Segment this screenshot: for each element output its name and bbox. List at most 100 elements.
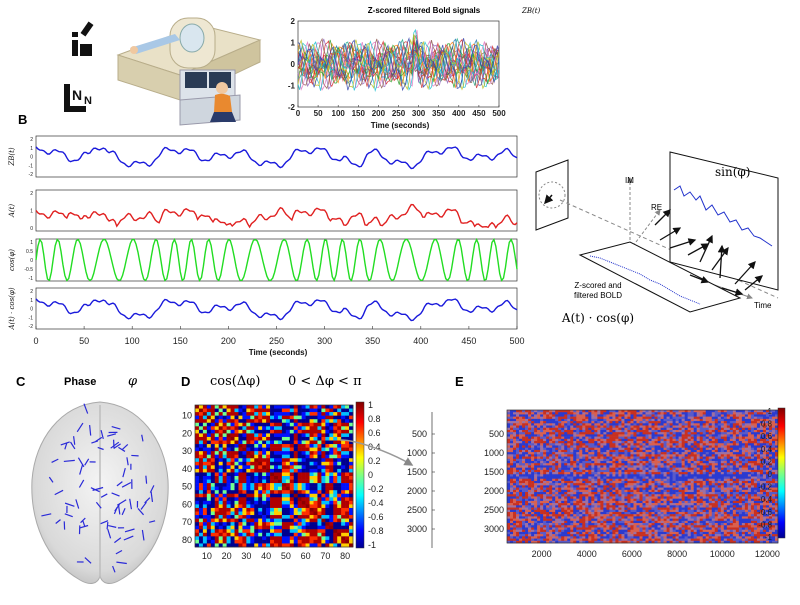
panel-e-xtick: 8000 <box>667 549 687 559</box>
panel-d-matrix <box>195 405 353 547</box>
svg-text:N: N <box>84 95 92 107</box>
panel-b-ylabel: cos(φ) <box>8 249 16 271</box>
panel-e-cbar-tick: 0 <box>768 470 773 479</box>
panel-d-cbar-tick: 0.2 <box>368 456 381 466</box>
panel-e-cbar-tick: 1 <box>768 407 773 416</box>
panel-b-xtick: 450 <box>461 336 476 346</box>
panel-d-cbar-tick: -0.6 <box>368 512 384 522</box>
panel-b-ytick: 1 <box>30 298 33 304</box>
product-label: A(t) · cos(φ) <box>561 311 634 325</box>
panel-d-xtick: 80 <box>340 551 350 561</box>
stack-tick: 2500 <box>407 505 427 515</box>
panel-c-letter: C <box>16 374 26 389</box>
helix-diagram: IM RE sin(φ) Z-scored and filtered BOLD … <box>536 152 778 325</box>
panel-b-xtick: 200 <box>221 336 236 346</box>
panel-d-cbar-tick: 0.6 <box>368 428 381 438</box>
brain-illustration <box>32 402 168 583</box>
phase-symbol: φ <box>128 374 138 389</box>
panel-b-ytick: 0 <box>30 258 33 264</box>
panel-e-ytick: 3000 <box>484 524 504 534</box>
panel-b-xtick: 400 <box>413 336 428 346</box>
panel-e-letter: E <box>455 374 464 389</box>
panel-b-ytick: 2 <box>30 191 33 197</box>
stack-tick: 3000 <box>407 524 427 534</box>
panel-b-ytick: 0 <box>30 307 33 313</box>
panel-b-xtick: 350 <box>365 336 380 346</box>
panel-a-xtick: 50 <box>314 109 323 118</box>
panel-d-colorbar <box>356 402 364 548</box>
panel-b-xtick: 0 <box>33 336 38 346</box>
panel-e-cbar-tick: -0.2 <box>758 483 772 492</box>
panel-a-ytick: 0 <box>291 60 296 69</box>
panel-b-ytick: 2 <box>30 289 33 295</box>
panel-a-xtick: 200 <box>372 109 386 118</box>
panel-b-row-frame <box>36 190 517 231</box>
panel-b-ytick: -0.5 <box>24 267 33 273</box>
panel-b-xlabel: Time (seconds) <box>249 348 308 357</box>
panel-d-xtick: 70 <box>320 551 330 561</box>
panel-d-colorbar-ticks: 10.80.60.40.20-0.2-0.4-0.6-0.8-1 <box>368 400 384 550</box>
panel-d-letter: D <box>181 374 190 389</box>
stack-tick: 1000 <box>407 448 427 458</box>
panel-a-xtick: 400 <box>452 109 466 118</box>
panel-d-ytick: 50 <box>182 482 192 492</box>
panel-d-ytick: 70 <box>182 517 192 527</box>
panel-e-cbar-tick: -1 <box>765 533 773 542</box>
tsp-icon <box>72 22 93 56</box>
panel-b-ytick: -1 <box>29 276 34 282</box>
panel-d-xtick: 40 <box>261 551 271 561</box>
panel-a-xtick: 350 <box>432 109 446 118</box>
panel-b-ytick: -1 <box>29 315 34 321</box>
panel-e-ytick: 500 <box>489 429 504 439</box>
phase-arrow <box>107 522 108 529</box>
panel-e-cbar-tick: 0.6 <box>761 432 773 441</box>
panel-d-xtick: 10 <box>202 551 212 561</box>
panel-b-plots: 210-1-2ZB(t)210A(t)10.50-0.5-1cos(φ)210-… <box>8 136 525 346</box>
phase-arrow <box>146 476 147 484</box>
panel-e-xtick: 12000 <box>755 549 780 559</box>
panel-a-xtick: 300 <box>412 109 426 118</box>
panel-b-ytick: -2 <box>29 172 34 178</box>
panel-b-ytick: 2 <box>30 137 33 143</box>
panel-b-ytick: 0 <box>30 226 33 232</box>
phase-title: Phase <box>64 376 96 388</box>
panel-e-cbar-tick: 0.8 <box>761 420 773 429</box>
panel-a-ytick: 2 <box>291 17 296 26</box>
panel-a-xtick: 250 <box>392 109 406 118</box>
panel-d-ytick: 60 <box>182 499 192 509</box>
panel-b-ytick: -2 <box>29 324 34 330</box>
re-label: RE <box>651 203 662 212</box>
panel-a-xtick: 0 <box>296 109 301 118</box>
panel-b-xtick: 250 <box>269 336 284 346</box>
panel-b-trace <box>36 147 517 169</box>
stack-tick: 500 <box>412 429 427 439</box>
panel-e-xtick: 4000 <box>577 549 597 559</box>
panel-e-xtick: 2000 <box>532 549 552 559</box>
panel-d-xtick: 20 <box>222 551 232 561</box>
panel-d-cbar-tick: 1 <box>368 400 373 410</box>
panel-e-cbar-tick: 0.4 <box>761 445 773 454</box>
panel-d-cbar-tick: 0.8 <box>368 414 381 424</box>
panel-b-xtick: 100 <box>125 336 140 346</box>
panel-e-xtick: 10000 <box>710 549 735 559</box>
panel-b-ytick: -1 <box>29 163 34 169</box>
panel-e-ytick: 2500 <box>484 505 504 515</box>
panel-a-xtick: 450 <box>472 109 486 118</box>
panel-b-letter: B <box>18 112 27 127</box>
time-label: Time <box>754 301 772 310</box>
panel-a-xtick: 100 <box>332 109 346 118</box>
panel-d-cbar-tick: -0.8 <box>368 526 384 536</box>
panel-a-xtick: 500 <box>492 109 506 118</box>
panel-b-ytick: 1 <box>30 209 33 215</box>
panel-e-cbar-tick: 0.2 <box>761 457 773 466</box>
panel-d-ytick: 40 <box>182 464 192 474</box>
panel-d-xtick: 30 <box>241 551 251 561</box>
panel-e-matrix <box>507 410 778 543</box>
panel-a-ytick: -2 <box>288 103 296 112</box>
panel-b-xtick: 500 <box>509 336 524 346</box>
panel-d-ytick: 10 <box>182 411 192 421</box>
panel-e-cbar-tick: -0.8 <box>758 520 772 529</box>
